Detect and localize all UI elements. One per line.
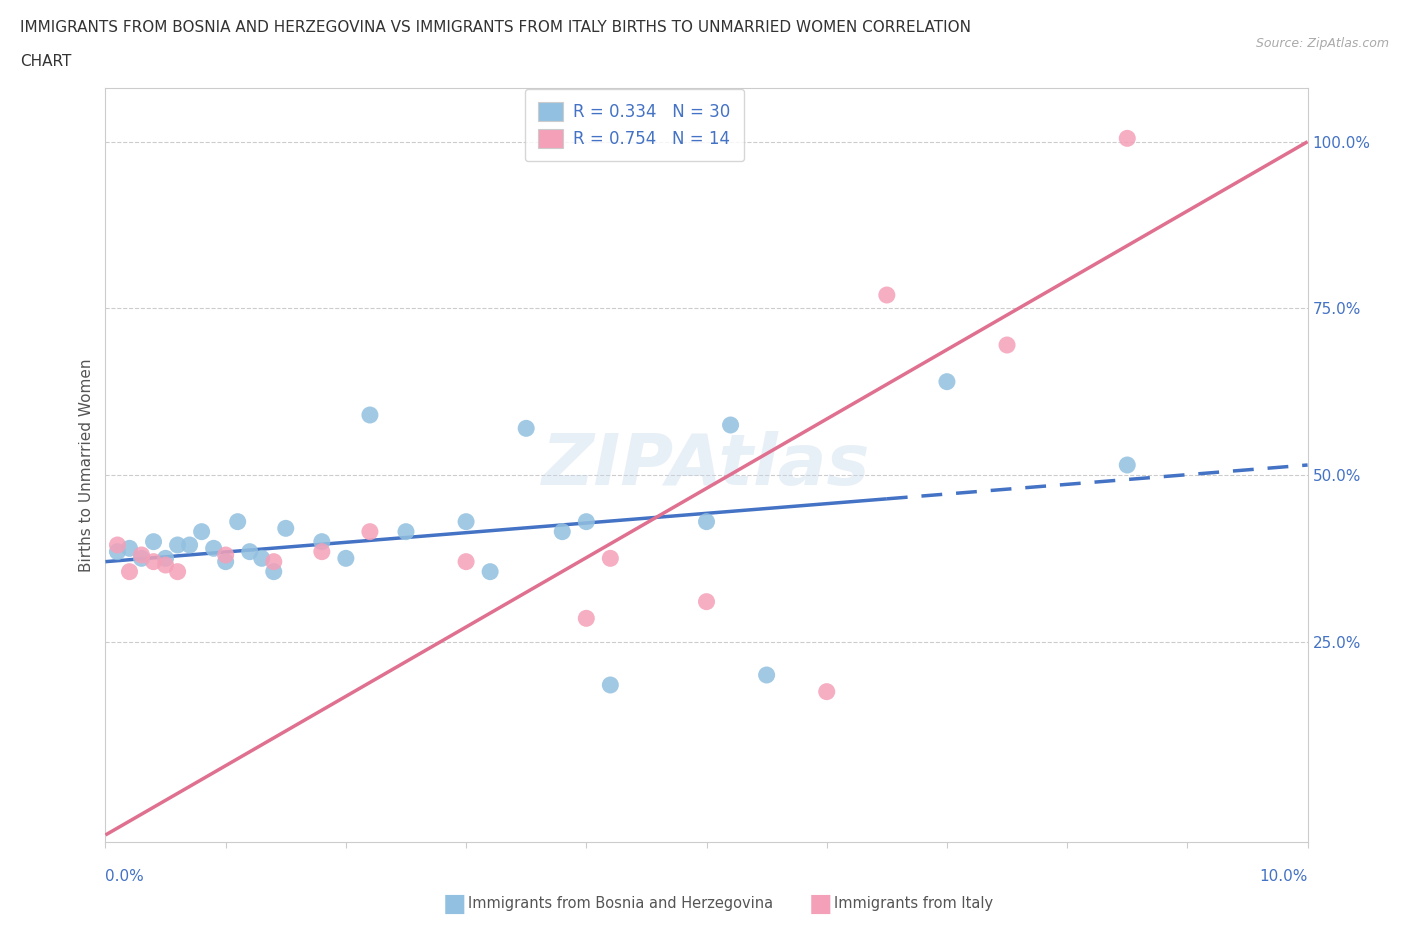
Text: Source: ZipAtlas.com: Source: ZipAtlas.com [1256,37,1389,50]
Point [395,525,418,539]
Legend: R = 0.334   N = 30, R = 0.754   N = 14: R = 0.334 N = 30, R = 0.754 N = 14 [524,89,744,162]
Point [696,514,718,529]
Point [720,418,742,432]
Point [263,565,285,579]
Point [202,541,225,556]
Point [551,525,574,539]
Point [226,514,249,529]
Point [359,525,381,539]
Point [311,534,333,549]
Text: IMMIGRANTS FROM BOSNIA AND HERZEGOVINA VS IMMIGRANTS FROM ITALY BIRTHS TO UNMARR: IMMIGRANTS FROM BOSNIA AND HERZEGOVINA V… [20,20,970,35]
Point [118,565,141,579]
Point [599,551,621,565]
Point [166,565,188,579]
Point [876,287,898,302]
Point [179,538,201,552]
Point [454,514,477,529]
Point [166,538,188,552]
Point [214,554,236,569]
Point [118,541,141,556]
Point [274,521,297,536]
Text: ZIPAtlas: ZIPAtlas [543,431,870,499]
Point [131,548,153,563]
Point [142,554,165,569]
Point [142,534,165,549]
Point [1116,131,1139,146]
Point [696,594,718,609]
Point [755,668,778,683]
Text: 0.0%: 0.0% [105,870,145,884]
Point [214,548,236,563]
Point [155,551,177,565]
Text: CHART: CHART [20,54,72,69]
Point [250,551,273,565]
Point [131,551,153,565]
Point [1116,458,1139,472]
Point [575,611,598,626]
Point [479,565,502,579]
Text: ■: ■ [443,892,467,916]
Point [995,338,1018,352]
Point [107,538,129,552]
Y-axis label: Births to Unmarried Women: Births to Unmarried Women [79,358,94,572]
Point [190,525,212,539]
Text: 10.0%: 10.0% [1260,870,1308,884]
Point [575,514,598,529]
Text: Immigrants from Italy: Immigrants from Italy [834,897,993,911]
Point [815,684,838,699]
Text: ■: ■ [808,892,832,916]
Point [335,551,357,565]
Point [311,544,333,559]
Point [107,544,129,559]
Point [155,558,177,573]
Point [454,554,477,569]
Text: Immigrants from Bosnia and Herzegovina: Immigrants from Bosnia and Herzegovina [468,897,773,911]
Point [599,678,621,693]
Point [515,421,537,436]
Point [263,554,285,569]
Point [239,544,262,559]
Point [936,374,959,389]
Point [359,407,381,422]
